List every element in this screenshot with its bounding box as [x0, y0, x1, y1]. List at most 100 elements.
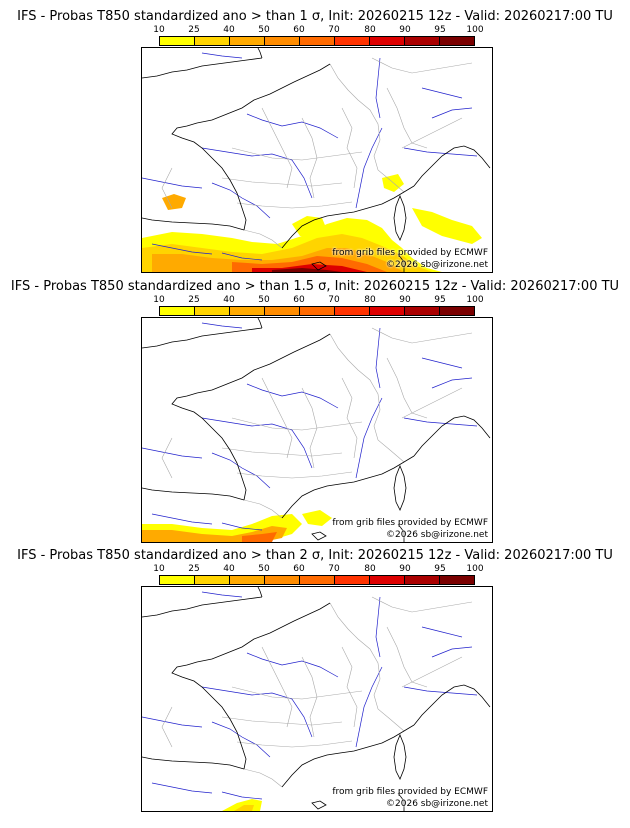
river-line: [375, 57, 381, 119]
colorbar-swatch: [160, 307, 195, 315]
river-line: [246, 652, 339, 678]
data-source-credit: from grib files provided by ECMWF: [332, 518, 488, 528]
colorbar-tick: 40: [223, 295, 235, 305]
river-line: [221, 522, 263, 531]
probability-map: from grib files provided by ECMWF ©2026 …: [141, 47, 493, 273]
colorbar-tick: 100: [466, 295, 484, 305]
colorbar-tick: 60: [293, 295, 305, 305]
colorbar-tick: 70: [328, 25, 340, 35]
coastline: [397, 792, 405, 811]
colorbar-swatch: [335, 307, 370, 315]
river-line: [355, 666, 383, 748]
colorbar-tick: 80: [364, 295, 376, 305]
river-line: [431, 646, 473, 658]
coastline: [257, 48, 263, 59]
region-border: [329, 63, 405, 193]
coastline: [142, 327, 263, 349]
region-border: [221, 177, 343, 187]
river-line: [201, 686, 313, 738]
region-border: [401, 117, 463, 149]
colorbar-tick: 50: [258, 564, 270, 574]
colorbar-tick: 10: [153, 564, 165, 574]
colorbar-swatches: [159, 306, 475, 316]
colorbar-swatch: [440, 37, 474, 45]
region-border: [161, 706, 173, 748]
region-border: [221, 447, 343, 457]
river-line: [151, 513, 213, 525]
river-line: [201, 322, 243, 329]
region-border: [221, 716, 343, 726]
coastline: [397, 253, 405, 272]
coastline: [281, 455, 415, 519]
colorbar-swatches: [159, 575, 475, 585]
river-line: [221, 791, 263, 800]
colorbar-swatch: [195, 37, 230, 45]
colorbar-swatch: [440, 307, 474, 315]
colorbar-swatch: [265, 37, 300, 45]
colorbar-swatch: [405, 307, 440, 315]
coastline: [196, 63, 331, 124]
river-line: [421, 626, 463, 638]
river-line: [211, 721, 271, 758]
coastline: [413, 415, 491, 457]
coastline: [142, 217, 245, 231]
colorbar: 10 25 40 50 60 70 80 90 95 100: [153, 25, 484, 47]
region-border: [161, 167, 173, 209]
colorbar: 10 25 40 50 60 70 80 90 95 100: [153, 564, 484, 586]
coastline: [281, 724, 415, 788]
river-line: [421, 357, 463, 369]
region-border: [243, 768, 283, 788]
river-line: [431, 107, 473, 119]
data-source-credit: from grib files provided by ECMWF: [332, 787, 488, 797]
copyright-credit: ©2026 sb@irizone.net: [386, 530, 488, 540]
colorbar-tick: 40: [223, 564, 235, 574]
river-line: [201, 591, 243, 598]
coastline: [257, 318, 263, 329]
colorbar-swatch: [160, 576, 195, 584]
colorbar-swatch: [195, 307, 230, 315]
colorbar-tick: 90: [399, 564, 411, 574]
river-line: [151, 243, 213, 255]
region-border: [401, 656, 463, 688]
region-border: [261, 646, 293, 728]
colorbar-tick: 50: [258, 25, 270, 35]
region-border: [236, 740, 353, 748]
region-border: [261, 377, 293, 459]
colorbar-tick: 80: [364, 25, 376, 35]
river-line: [246, 113, 339, 139]
river-line: [201, 52, 243, 59]
river-line: [201, 417, 313, 469]
region-border: [236, 201, 353, 209]
river-line: [151, 782, 213, 794]
map-canvas: [142, 587, 491, 811]
probability-map: from grib files provided by ECMWF ©2026 …: [141, 586, 493, 812]
colorbar-swatch: [335, 576, 370, 584]
region-border: [231, 686, 363, 700]
region-border: [371, 57, 473, 74]
colorbar-swatch: [370, 576, 405, 584]
colorbar-tick: 80: [364, 564, 376, 574]
coastline: [142, 756, 245, 770]
river-line: [355, 127, 383, 209]
coastline: [311, 531, 327, 541]
river-line: [421, 87, 463, 99]
river-line: [431, 377, 473, 389]
colorbar-tick: 60: [293, 25, 305, 35]
colorbar-tick: 40: [223, 25, 235, 35]
region-border: [261, 107, 293, 189]
region-border: [371, 596, 473, 613]
river-line: [375, 596, 381, 658]
river-line: [201, 147, 313, 199]
probability-area: [302, 510, 332, 526]
colorbar-swatch: [405, 37, 440, 45]
panel-title: IFS - Probas T850 standardized ano > tha…: [10, 279, 620, 294]
probability-map: from grib files provided by ECMWF ©2026 …: [141, 317, 493, 543]
river-line: [375, 327, 381, 389]
region-border: [401, 387, 463, 419]
river-line: [142, 177, 203, 189]
region-border: [243, 229, 283, 249]
coastline: [196, 602, 331, 663]
colorbar-tick: 25: [188, 295, 200, 305]
coastline: [413, 684, 491, 726]
region-border: [236, 471, 353, 479]
